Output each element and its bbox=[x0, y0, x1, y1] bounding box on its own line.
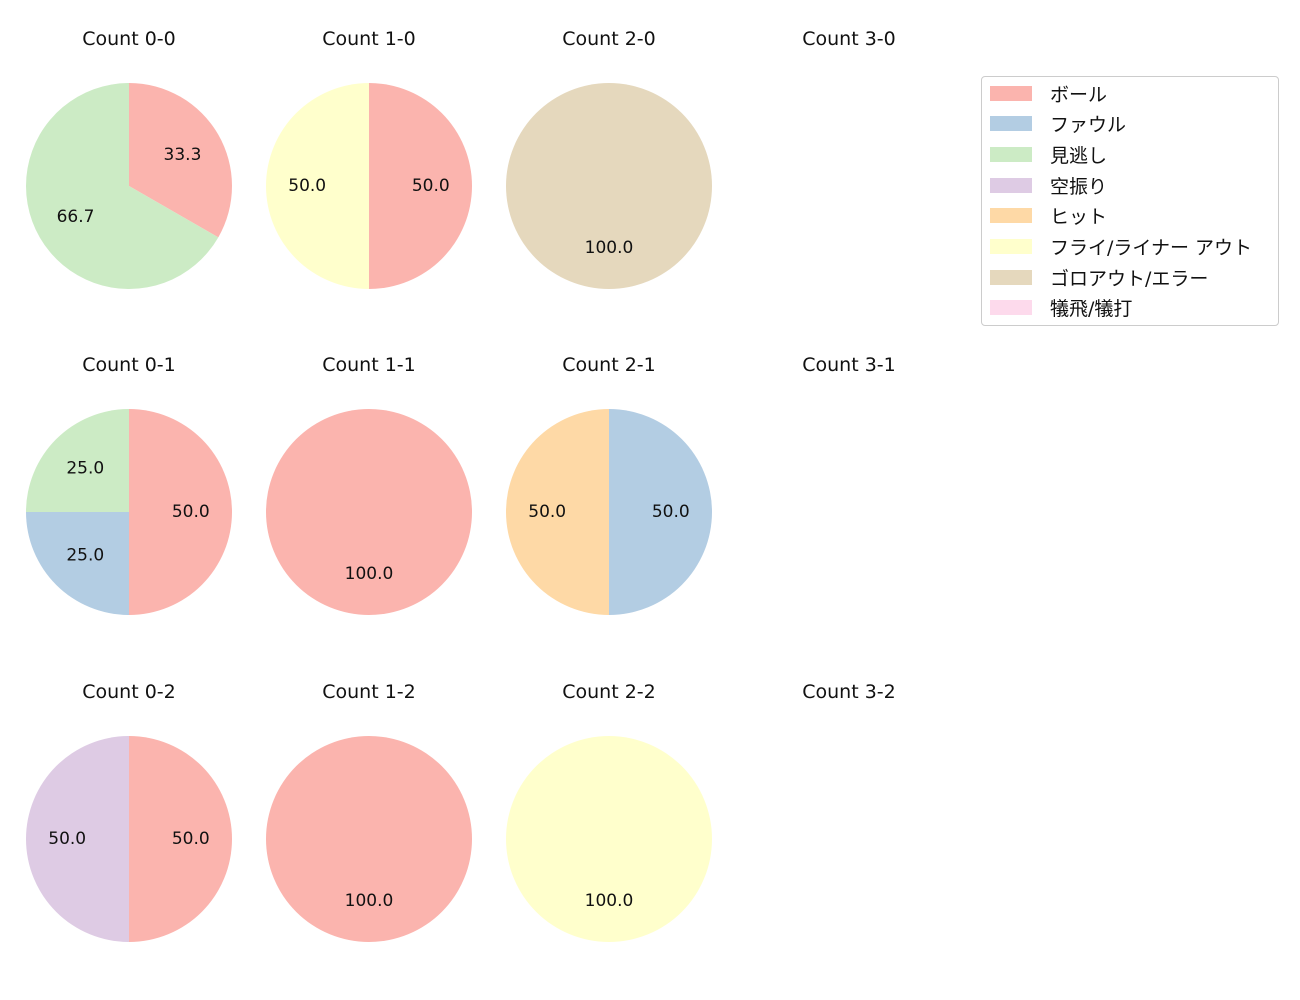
slice-percent-label: 50.0 bbox=[412, 176, 450, 196]
slice-percent-label: 50.0 bbox=[528, 502, 566, 522]
legend-label: 空振り bbox=[1050, 175, 1108, 198]
pie-subplot: Count 3-0 bbox=[729, 12, 969, 339]
legend-swatch bbox=[990, 116, 1032, 132]
pie: 100.0 bbox=[266, 736, 472, 942]
legend-label: ボール bbox=[1050, 83, 1108, 106]
slice-percent-label: 50.0 bbox=[288, 176, 326, 196]
pie-subplot: Count 3-2 bbox=[729, 665, 969, 992]
legend-item: 犠飛/犠打 bbox=[990, 296, 1132, 320]
pie-subplot: Count 0-0 33.3 66.7 bbox=[9, 12, 249, 339]
subplot-title: Count 1-1 bbox=[322, 354, 416, 376]
legend-label: ファウル bbox=[1050, 114, 1127, 137]
pie-subplot: Count 1-2 100.0 bbox=[249, 665, 489, 992]
slice-percent-label: 33.3 bbox=[164, 145, 202, 165]
legend-swatch bbox=[990, 208, 1032, 224]
pie: 100.0 bbox=[266, 409, 472, 615]
subplot-title: Count 0-2 bbox=[82, 681, 176, 703]
legend-item: 見逃し bbox=[990, 142, 1108, 167]
slice-percent-label: 100.0 bbox=[345, 564, 394, 584]
legend-item: ゴロアウト/エラー bbox=[990, 265, 1209, 290]
legend-item: ヒット bbox=[990, 204, 1107, 228]
pie: 100.0 bbox=[506, 736, 712, 942]
subplot-title: Count 3-0 bbox=[802, 28, 896, 50]
pie-slice bbox=[129, 409, 232, 615]
pie bbox=[729, 665, 969, 992]
slice-percent-label: 100.0 bbox=[345, 891, 394, 911]
pie: 50.0 25.0 25.0 bbox=[26, 409, 232, 615]
pie-subplot: Count 3-1 bbox=[729, 338, 969, 665]
pie-subplot: Count 1-0 50.0 50.0 bbox=[249, 12, 489, 339]
pie-slice bbox=[369, 83, 472, 289]
pie bbox=[729, 12, 969, 339]
legend-swatch bbox=[990, 269, 1032, 285]
subplot-title: Count 3-1 bbox=[802, 354, 896, 376]
slice-percent-label: 50.0 bbox=[652, 502, 690, 522]
pie-slice bbox=[506, 83, 712, 289]
legend-label: 見逃し bbox=[1050, 144, 1108, 167]
subplot-title: Count 2-0 bbox=[562, 28, 656, 50]
pie: 50.0 50.0 bbox=[266, 83, 472, 289]
subplot-title: Count 2-2 bbox=[562, 681, 656, 703]
pie-subplot: Count 2-0 100.0 bbox=[489, 12, 729, 339]
pie-slice bbox=[266, 83, 369, 289]
pie-slice bbox=[266, 736, 472, 942]
subplot-title: Count 1-0 bbox=[322, 28, 416, 50]
pie-slice bbox=[26, 736, 129, 942]
pie: 100.0 bbox=[506, 83, 712, 289]
slice-percent-label: 100.0 bbox=[585, 891, 634, 911]
pie: 50.0 50.0 bbox=[26, 736, 232, 942]
legend-swatch bbox=[990, 239, 1032, 254]
legend-label: ヒット bbox=[1050, 206, 1108, 229]
pie-subplot: Count 2-1 50.0 50.0 bbox=[489, 338, 729, 665]
slice-percent-label: 50.0 bbox=[172, 502, 210, 522]
pie-slice bbox=[609, 409, 712, 615]
pie-slice bbox=[506, 409, 609, 615]
pie-slice bbox=[26, 83, 219, 289]
legend-label: フライ/ライナー アウト bbox=[1050, 237, 1253, 259]
legend-item: ファウル bbox=[990, 112, 1126, 136]
slice-percent-label: 66.7 bbox=[57, 207, 95, 227]
slice-percent-label: 25.0 bbox=[66, 546, 104, 566]
slice-percent-label: 50.0 bbox=[172, 829, 210, 849]
pie: 33.3 66.7 bbox=[26, 83, 232, 289]
legend-item: 空振り bbox=[990, 173, 1108, 198]
pie-slice bbox=[506, 736, 712, 942]
legend-swatch bbox=[990, 146, 1032, 162]
slice-percent-label: 50.0 bbox=[48, 829, 86, 849]
legend-swatch bbox=[990, 177, 1032, 193]
legend-item: ボール bbox=[990, 81, 1108, 106]
subplot-title: Count 2-1 bbox=[562, 354, 656, 376]
legend-item: フライ/ライナー アウト bbox=[990, 235, 1252, 259]
pie-slice bbox=[129, 83, 232, 238]
pie: 50.0 50.0 bbox=[506, 409, 712, 615]
pie-slice bbox=[129, 736, 232, 942]
pie-subplot: Count 0-1 50.0 25.0 25.0 bbox=[9, 338, 249, 665]
legend-label: ゴロアウト/エラー bbox=[1050, 267, 1209, 290]
subplot-title: Count 0-1 bbox=[82, 354, 176, 376]
legend-swatch bbox=[990, 85, 1032, 101]
pie-subplot: Count 0-2 50.0 50.0 bbox=[9, 665, 249, 992]
pie-subplot: Count 2-2 100.0 bbox=[489, 665, 729, 992]
legend-label: 犠飛/犠打 bbox=[1050, 298, 1133, 321]
slice-percent-label: 100.0 bbox=[585, 238, 634, 258]
pie-slice bbox=[26, 512, 129, 615]
subplot-title: Count 0-0 bbox=[82, 28, 176, 50]
legend-swatch bbox=[990, 300, 1032, 316]
pie bbox=[729, 338, 969, 665]
slice-percent-label: 25.0 bbox=[66, 458, 104, 478]
pie-slice bbox=[26, 409, 129, 512]
subplot-title: Count 3-2 bbox=[802, 681, 896, 703]
chart-legend: ボールファウル見逃し空振りヒットフライ/ライナー アウト ゴロアウト/エラー 犠飛/… bbox=[981, 76, 1279, 326]
pie-slice bbox=[266, 409, 472, 615]
pie-subplot: Count 1-1 100.0 bbox=[249, 338, 489, 665]
subplot-title: Count 1-2 bbox=[322, 681, 416, 703]
